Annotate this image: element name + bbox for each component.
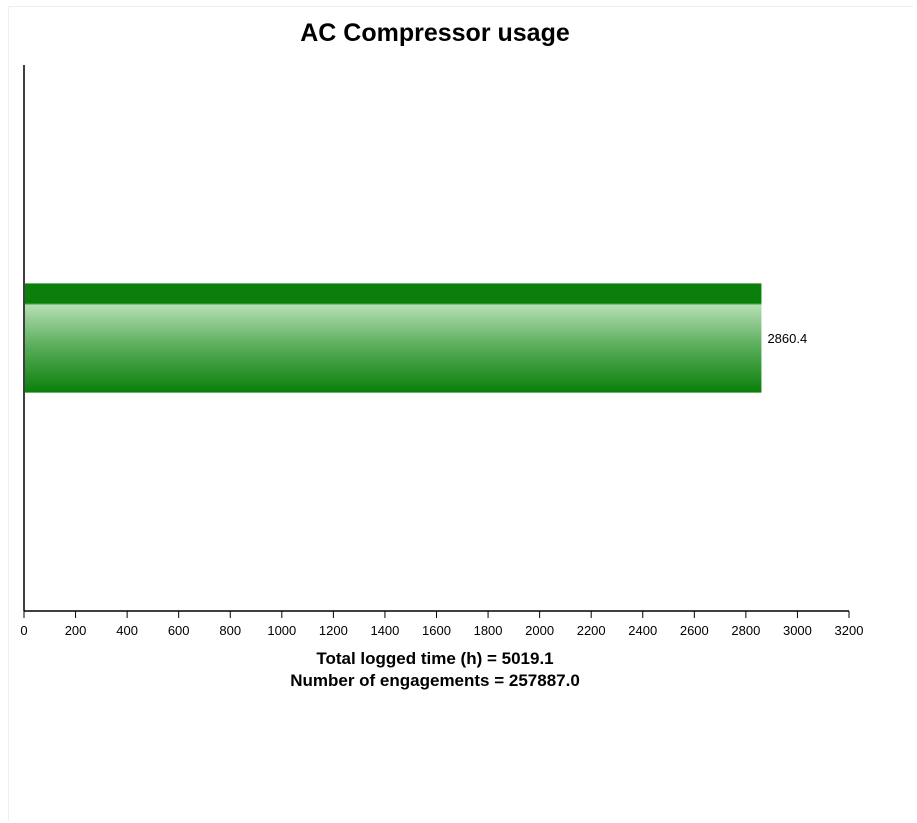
- x-tick-label: 2400: [628, 623, 657, 638]
- chart-frame: [8, 6, 913, 821]
- x-tick-label: 1200: [319, 623, 348, 638]
- x-tick-label: 2000: [525, 623, 554, 638]
- bar: [25, 283, 762, 393]
- x-tick-label: 3200: [835, 623, 864, 638]
- x-tick-label: 600: [168, 623, 190, 638]
- x-tick-label: 1800: [474, 623, 503, 638]
- x-tick-label: 2600: [680, 623, 709, 638]
- x-tick-label: 1600: [422, 623, 451, 638]
- x-tick-label: 2200: [577, 623, 606, 638]
- x-tick-label: 1000: [267, 623, 296, 638]
- x-tick-label: 800: [219, 623, 241, 638]
- x-tick-label: 400: [116, 623, 138, 638]
- x-tick-label: 1400: [370, 623, 399, 638]
- bars-layer: 2860.4: [25, 283, 807, 393]
- bar-value-label: 2860.4: [767, 331, 807, 346]
- footer-number-of-engagements: Number of engagements = 257887.0: [290, 671, 580, 690]
- chart-title: AC Compressor usage: [300, 19, 570, 47]
- x-axis-ticks: 0 200 400 600 800 1000 1200 1400 1600 1800 2000 220…: [20, 611, 863, 638]
- x-tick-label: 200: [65, 623, 87, 638]
- x-tick-label: 2800: [731, 623, 760, 638]
- x-tick-label: 0: [20, 623, 27, 638]
- x-tick-label: 3000: [783, 623, 812, 638]
- footer-total-logged-time: Total logged time (h) = 5019.1: [316, 649, 553, 668]
